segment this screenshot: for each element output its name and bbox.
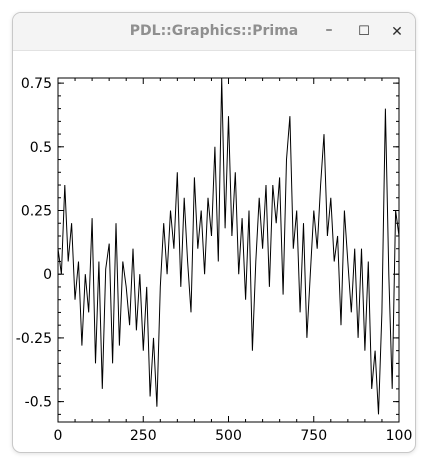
line-chart[interactable]: 0.75 0.5 0.25 0 -0.25 -0.5 0 250 500 750 100 [13, 51, 415, 451]
x-tick-label: 500 [215, 428, 242, 444]
y-tick-label: 0 [43, 267, 52, 283]
x-tick-label: 0 [54, 428, 63, 444]
y-tick-label: -0.5 [25, 395, 52, 411]
y-tick-label: -0.25 [16, 331, 52, 347]
window-title: PDL::Graphics::Prima [129, 23, 299, 39]
plot-area[interactable]: 0.75 0.5 0.25 0 -0.25 -0.5 0 250 500 750 100 [13, 51, 415, 451]
y-tick-label: 0.25 [21, 204, 52, 220]
x-tick-label: 250 [130, 428, 157, 444]
title-bar[interactable]: PDL::Graphics::Prima – ☐ ✕ [13, 13, 415, 51]
maximize-icon[interactable]: ☐ [358, 24, 370, 39]
close-icon[interactable]: ✕ [391, 24, 403, 40]
x-tick-label: 750 [300, 428, 327, 444]
series-line [57, 77, 400, 415]
y-tick-label: 0.5 [30, 140, 52, 156]
x-tick-label: 100 [386, 428, 413, 444]
minimize-icon[interactable]: – [325, 22, 333, 38]
y-tick-label: 0.75 [21, 76, 52, 92]
app-window: PDL::Graphics::Prima – ☐ ✕ 0.75 0.5 0.25 0-… [12, 12, 416, 453]
